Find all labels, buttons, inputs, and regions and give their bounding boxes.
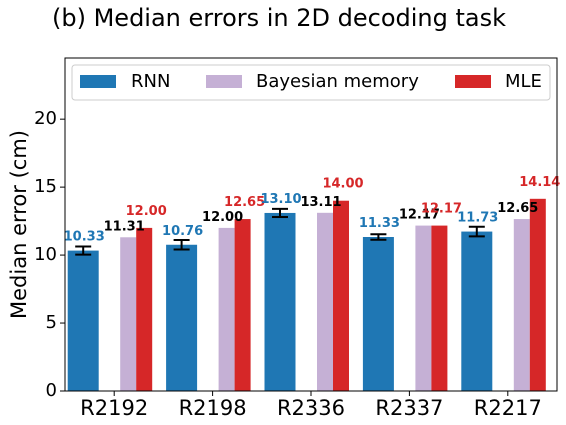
data-label-rnn: 11.33 bbox=[359, 216, 400, 231]
data-label-mle: 12.00 bbox=[126, 204, 167, 219]
legend-swatch-bayesian-memory bbox=[206, 75, 242, 88]
bar-bayesian-memory bbox=[317, 212, 333, 391]
bar-rnn bbox=[166, 244, 198, 391]
legend-swatch-rnn bbox=[80, 75, 116, 88]
x-tick-label: R2217 bbox=[474, 396, 542, 420]
x-tick-label: R2336 bbox=[277, 396, 345, 420]
legend: RNN Bayesian memory MLE bbox=[71, 64, 551, 101]
bar-bayesian-memory bbox=[218, 227, 235, 391]
data-label-mle: 12.65 bbox=[224, 195, 265, 210]
legend-label: RNN bbox=[131, 71, 170, 92]
data-label-bayesian-memory: 13.11 bbox=[300, 195, 341, 210]
legend-label: Bayesian memory bbox=[256, 71, 419, 92]
legend-label: MLE bbox=[505, 71, 542, 92]
data-label-rnn: 11.73 bbox=[457, 211, 498, 226]
y-tick-label: 15 bbox=[34, 176, 57, 197]
y-axis-label: Median error (cm) bbox=[7, 130, 31, 319]
y-tick-label: 5 bbox=[46, 312, 57, 333]
plot-frame bbox=[64, 57, 558, 392]
y-tick-label: 20 bbox=[34, 108, 57, 129]
data-label-mle: 12.17 bbox=[421, 202, 462, 217]
y-tick-label: 10 bbox=[34, 244, 57, 265]
bar-mle bbox=[136, 227, 153, 391]
data-label-mle: 14.00 bbox=[322, 177, 363, 192]
bar-bayesian-memory bbox=[415, 225, 432, 391]
chart-title: (b) Median errors in 2D decoding task bbox=[52, 4, 506, 32]
legend-swatch-mle bbox=[455, 75, 491, 88]
data-label-rnn: 10.33 bbox=[64, 230, 105, 245]
data-label-bayesian-memory: 12.65 bbox=[497, 201, 538, 216]
bar-mle bbox=[234, 219, 251, 391]
plot-area: 0510152010.3311.3112.00R219210.7612.0012… bbox=[34, 57, 560, 420]
x-tick-label: R2192 bbox=[80, 396, 148, 420]
data-label-mle: 14.14 bbox=[519, 175, 560, 190]
data-label-bayesian-memory: 12.17 bbox=[399, 208, 440, 223]
legend-box bbox=[71, 64, 551, 101]
x-tick-label: R2337 bbox=[375, 396, 443, 420]
data-label-rnn: 13.10 bbox=[260, 192, 301, 207]
bar-bayesian-memory bbox=[120, 237, 137, 391]
bar-rnn bbox=[461, 231, 493, 391]
bar-rnn bbox=[264, 212, 296, 391]
x-tick-label: R2198 bbox=[179, 396, 247, 420]
bar-rnn bbox=[362, 237, 394, 391]
data-label-bayesian-memory: 11.31 bbox=[104, 219, 145, 234]
bar-bayesian-memory bbox=[513, 219, 530, 391]
bar-mle bbox=[431, 225, 448, 391]
bar-rnn bbox=[67, 250, 99, 391]
data-label-rnn: 10.76 bbox=[162, 224, 203, 239]
y-tick-label: 0 bbox=[46, 380, 57, 401]
bar-mle bbox=[529, 198, 546, 391]
data-label-bayesian-memory: 12.00 bbox=[202, 210, 243, 225]
bar-mle bbox=[333, 200, 349, 391]
